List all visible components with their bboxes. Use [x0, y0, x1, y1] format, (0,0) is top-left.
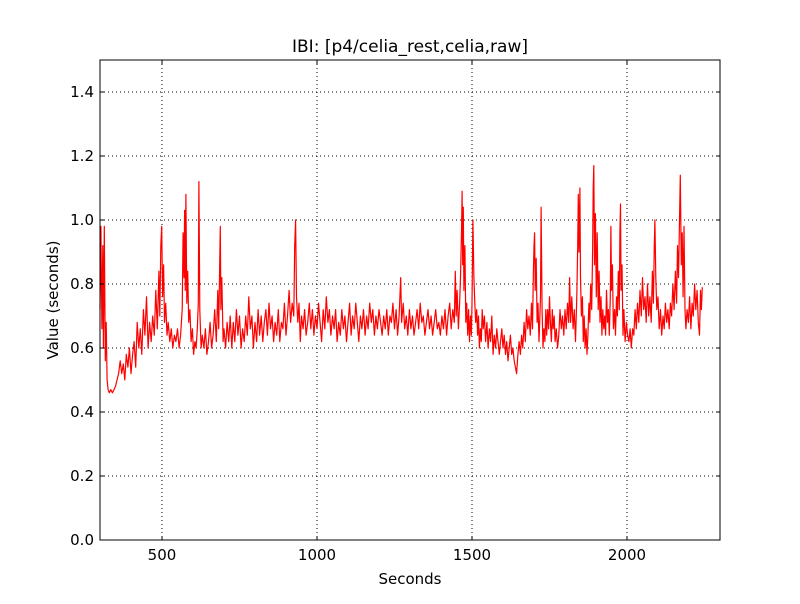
x-tick-label: 2000 — [608, 546, 646, 564]
data-series — [99, 165, 703, 394]
axis-ticks — [100, 60, 720, 541]
y-tick-label: 0.0 — [70, 531, 94, 549]
y-tick-label: 0.8 — [70, 275, 94, 293]
y-tick-label: 1.2 — [70, 147, 94, 165]
y-tick-label: 1.4 — [70, 83, 94, 101]
x-tick-label: 1000 — [298, 546, 336, 564]
y-tick-label: 0.2 — [70, 467, 94, 485]
x-tick-label: 1500 — [453, 546, 491, 564]
series-line — [99, 165, 703, 394]
y-axis-label: Value (seconds) — [44, 241, 62, 360]
y-tick-label: 0.4 — [70, 403, 94, 421]
y-tick-label: 0.6 — [70, 339, 94, 357]
x-axis-label: Seconds — [378, 570, 441, 588]
x-tick-label: 500 — [148, 546, 177, 564]
tick-labels: 500 1000 1500 2000 0.0 0.2 0.4 0.6 0.8 1.0 1.2 1.4 — [70, 83, 646, 564]
chart-title: IBI: [p4/celia_rest,celia,raw] — [292, 37, 528, 57]
plot-frame — [99, 59, 721, 541]
y-tick-label: 1.0 — [70, 211, 94, 229]
